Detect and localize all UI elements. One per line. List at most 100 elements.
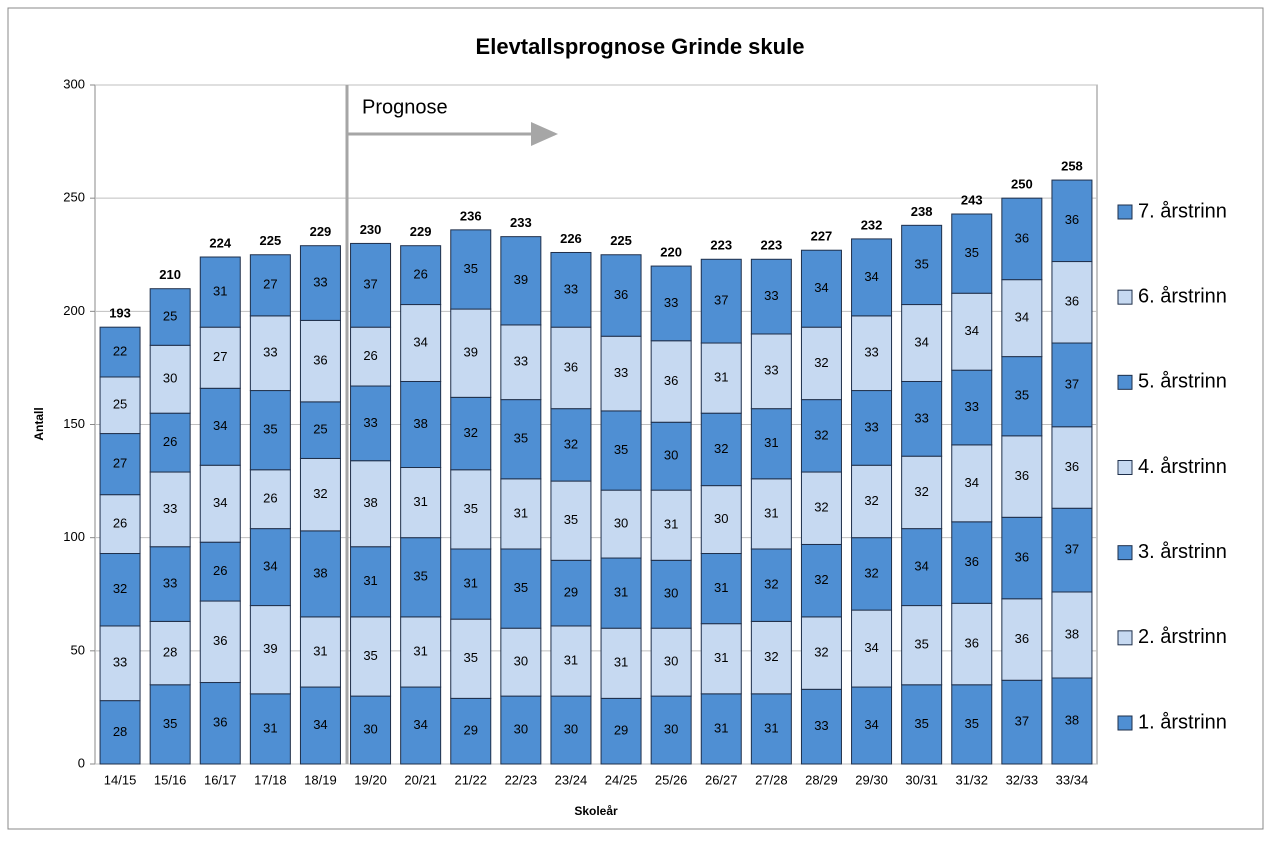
bar-segment: [951, 521, 993, 604]
bar-segment: [650, 695, 692, 765]
data-label: 33: [363, 415, 377, 430]
data-label: 36: [564, 359, 578, 374]
bar-segment: [350, 326, 392, 387]
data-label: 37: [714, 293, 728, 308]
bar-segment: [400, 380, 442, 469]
data-label: 26: [263, 491, 277, 506]
legend-swatch: [1117, 289, 1133, 305]
data-label: 34: [213, 418, 227, 433]
bar-segment: [199, 256, 241, 328]
data-label: 33: [113, 655, 127, 670]
data-label: 30: [163, 371, 177, 386]
legend-swatch: [1117, 715, 1133, 731]
data-label: 26: [413, 267, 427, 282]
data-label: 35: [464, 261, 478, 276]
data-label: 32: [714, 441, 728, 456]
x-tick-label: 23/24: [555, 772, 588, 787]
data-label: 32: [814, 500, 828, 515]
data-label: 31: [413, 643, 427, 658]
data-label: 32: [764, 577, 778, 592]
data-label: 39: [514, 272, 528, 287]
x-tick-label: 30/31: [905, 772, 938, 787]
bar-segment: [901, 380, 943, 457]
data-label: 25: [113, 397, 127, 412]
total-label: 227: [811, 229, 833, 244]
bar-segment: [450, 548, 492, 620]
data-label: 29: [614, 723, 628, 738]
bar-segment: [901, 455, 943, 530]
x-tick-label: 21/22: [454, 772, 487, 787]
bar-segment: [450, 308, 492, 398]
x-tick-label: 25/26: [655, 772, 688, 787]
data-label: 32: [564, 436, 578, 451]
total-label: 193: [109, 306, 131, 321]
bar-segment: [700, 693, 742, 765]
x-tick-label: 20/21: [404, 772, 437, 787]
data-label: 35: [914, 256, 928, 271]
bar-segment: [951, 602, 993, 686]
data-label: 31: [714, 580, 728, 595]
bar-segment: [500, 236, 542, 326]
bar-segment: [851, 609, 893, 688]
data-label: 35: [263, 422, 277, 437]
bar-segment: [750, 333, 792, 410]
data-label: 31: [514, 505, 528, 520]
y-tick-label: 300: [63, 76, 85, 91]
bar-segment: [951, 369, 993, 446]
bar-segment: [299, 616, 341, 688]
data-label: 31: [714, 370, 728, 385]
total-label: 232: [861, 217, 883, 232]
bar-segment: [450, 396, 492, 471]
bar-segment: [750, 408, 792, 480]
bar-segment: [901, 528, 943, 607]
data-label: 31: [213, 284, 227, 299]
data-label: 34: [263, 559, 277, 574]
y-tick-label: 200: [63, 303, 85, 318]
total-label: 220: [660, 245, 682, 260]
bar-segment: [550, 695, 592, 765]
data-label: 35: [514, 580, 528, 595]
data-label: 38: [1065, 626, 1079, 641]
bar-segment: [550, 326, 592, 410]
bar-segment: [199, 464, 241, 543]
data-label: 31: [764, 720, 778, 735]
legend-swatch: [1117, 374, 1133, 390]
total-label: 223: [710, 238, 732, 253]
data-label: 37: [1065, 542, 1079, 557]
total-label: 233: [510, 215, 532, 230]
data-label: 35: [514, 431, 528, 446]
data-label: 33: [965, 399, 979, 414]
data-label: 30: [664, 448, 678, 463]
bar-segment: [600, 557, 642, 629]
annotation: Prognose: [362, 96, 448, 118]
data-label: 31: [664, 517, 678, 532]
data-label: 30: [614, 516, 628, 531]
bar-segment: [299, 457, 341, 532]
data-label: 30: [514, 654, 528, 669]
bar-segment: [299, 530, 341, 618]
data-label: 26: [213, 563, 227, 578]
data-label: 31: [564, 652, 578, 667]
x-tick-label: 33/34: [1056, 772, 1089, 787]
data-label: 31: [714, 650, 728, 665]
bar-segment: [149, 288, 191, 346]
bar-segment: [600, 697, 642, 765]
y-tick-label: 150: [63, 416, 85, 431]
data-label: 33: [313, 274, 327, 289]
bar-segment: [500, 695, 542, 765]
total-label: 236: [460, 208, 482, 223]
bar-segment: [299, 245, 341, 321]
total-label: 229: [410, 224, 432, 239]
bar-segment: [350, 242, 392, 328]
data-label: 34: [313, 717, 327, 732]
total-label: 225: [610, 233, 632, 248]
bar-segment: [400, 537, 442, 618]
bar-segment: [951, 292, 993, 371]
data-label: 36: [213, 715, 227, 730]
legend-label: 5. årstrinn: [1138, 371, 1227, 393]
x-tick-label: 15/16: [154, 772, 187, 787]
data-label: 29: [564, 585, 578, 600]
bar-segment: [450, 618, 492, 699]
bar-segment: [199, 387, 241, 466]
data-label: 34: [1015, 310, 1029, 325]
